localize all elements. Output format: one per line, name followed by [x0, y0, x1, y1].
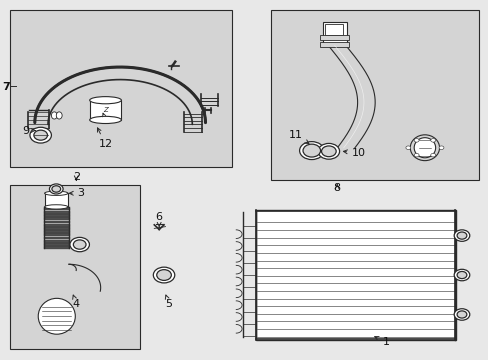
Text: 2: 2 [73, 172, 80, 182]
Text: Z: Z [103, 107, 108, 113]
Bar [320, 42, 348, 47]
Circle shape [453, 309, 469, 320]
Circle shape [413, 153, 418, 157]
Circle shape [30, 127, 51, 143]
Bar [10, 185, 140, 348]
Ellipse shape [38, 298, 75, 334]
Bar [10, 10, 232, 167]
Bar [44, 193, 68, 207]
Text: 9: 9 [22, 126, 35, 135]
Circle shape [456, 311, 466, 318]
Circle shape [49, 184, 63, 194]
Text: 3: 3 [69, 188, 84, 198]
Bar [255, 211, 455, 339]
Ellipse shape [44, 205, 68, 209]
Circle shape [453, 269, 469, 281]
Ellipse shape [89, 116, 121, 123]
Circle shape [318, 143, 339, 159]
Circle shape [456, 232, 466, 239]
Circle shape [405, 146, 410, 149]
Circle shape [456, 271, 466, 279]
Circle shape [303, 144, 320, 157]
Circle shape [299, 141, 324, 159]
Text: 4: 4 [73, 295, 80, 309]
Circle shape [438, 146, 443, 149]
Circle shape [413, 139, 418, 142]
Circle shape [52, 186, 61, 192]
Text: 5: 5 [165, 295, 172, 309]
Text: 7: 7 [2, 82, 10, 92]
Ellipse shape [44, 191, 68, 195]
Circle shape [430, 153, 435, 157]
Circle shape [453, 230, 469, 241]
Text: 10: 10 [343, 148, 366, 158]
Ellipse shape [51, 112, 57, 119]
Text: 8: 8 [333, 183, 340, 193]
Ellipse shape [89, 96, 121, 104]
Circle shape [73, 240, 86, 249]
Circle shape [430, 139, 435, 142]
Ellipse shape [413, 138, 435, 158]
Circle shape [157, 270, 171, 280]
Circle shape [321, 146, 335, 157]
Text: 12: 12 [97, 128, 112, 149]
Bar [320, 35, 348, 40]
Bar [322, 22, 346, 45]
Ellipse shape [56, 112, 62, 119]
Circle shape [34, 130, 47, 140]
Bar [89, 100, 121, 120]
Text: 11: 11 [288, 130, 308, 144]
Circle shape [70, 237, 89, 252]
Text: 6: 6 [155, 212, 163, 227]
Circle shape [153, 267, 174, 283]
Text: 1: 1 [374, 337, 388, 347]
Bar [325, 24, 343, 35]
Bar [271, 10, 478, 180]
